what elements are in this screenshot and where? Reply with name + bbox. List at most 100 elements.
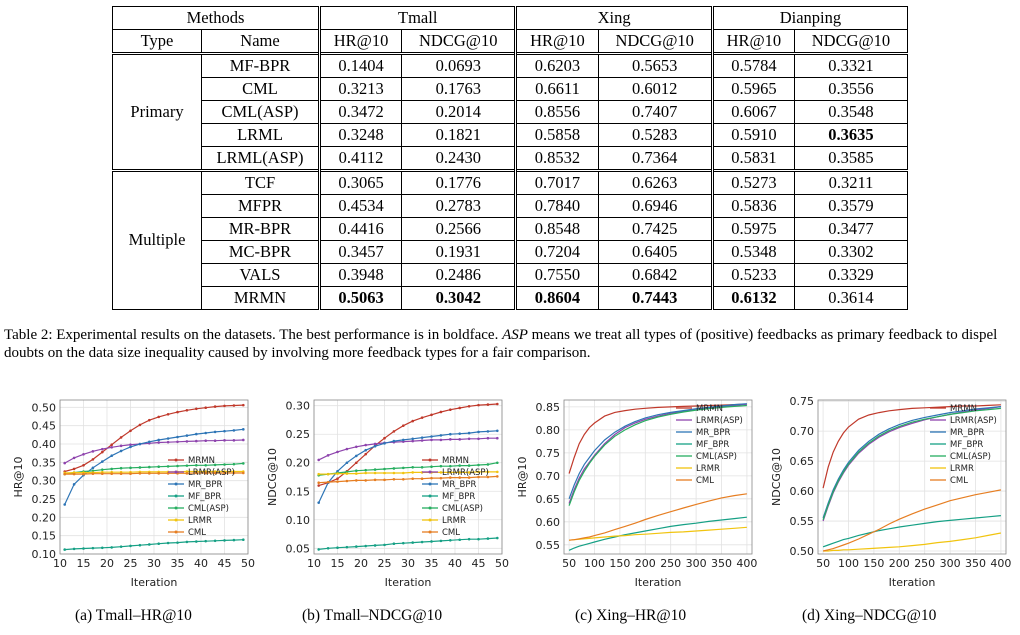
legend-label: LRMR(ASP) <box>188 468 235 478</box>
table-body: Primary MF-BPR 0.1404 0.0693 0.6203 0.5653 0.5… <box>112 52 909 310</box>
data-point <box>129 443 132 447</box>
data-point <box>82 463 85 467</box>
value-cell: 0.6012 <box>597 77 713 101</box>
series-line-mr-bpr <box>568 403 747 500</box>
data-point <box>82 472 85 476</box>
data-point <box>157 415 160 419</box>
data-point <box>213 405 217 408</box>
results-table: Methods Tmall Xing Dianping Type Name HR… <box>112 6 909 310</box>
data-point <box>317 481 320 485</box>
value-cell: 0.3248 <box>317 123 403 147</box>
data-point <box>204 431 207 435</box>
x-tick-label: 15 <box>77 557 91 570</box>
x-tick-label: 350 <box>965 557 986 570</box>
series-line-lrmr <box>823 532 1002 552</box>
table-row: CML 0.3213 0.1763 0.6611 0.6012 0.5965 0.3556 <box>113 77 909 101</box>
series-line-lrmr-asp- <box>64 439 244 464</box>
data-point <box>82 452 85 456</box>
value-cell: 0.3213 <box>317 77 403 101</box>
data-point <box>430 435 433 438</box>
data-point <box>166 440 170 444</box>
value-cell: 0.1821 <box>401 123 517 147</box>
data-point <box>355 545 358 548</box>
y-tick-label: 0.30 <box>32 475 57 488</box>
data-point <box>336 546 339 550</box>
data-point <box>430 438 433 442</box>
plot-frame <box>59 399 249 555</box>
data-point <box>223 471 226 475</box>
value-cell: 0.6611 <box>514 77 599 101</box>
header-dataset-dianping: Dianping <box>710 6 909 30</box>
data-point <box>223 429 226 433</box>
value-cell: 0.7840 <box>514 194 599 218</box>
data-point <box>411 466 414 469</box>
data-point <box>101 468 104 471</box>
data-point <box>458 464 461 467</box>
subcaption-b: (b) Tmall–NDCG@10 <box>302 607 443 624</box>
y-tick-label: 0.20 <box>286 457 311 470</box>
data-point <box>72 483 76 486</box>
data-point <box>392 430 396 433</box>
y-tick-label: 0.60 <box>536 516 561 529</box>
data-point <box>185 434 189 437</box>
y-tick-label: 0.25 <box>286 428 311 441</box>
x-tick-label: 250 <box>660 557 681 570</box>
value-cell: 0.3042 <box>401 286 517 310</box>
data-point <box>364 471 367 475</box>
data-point <box>223 404 226 408</box>
data-point <box>213 471 217 475</box>
value-cell: 0.5348 <box>710 240 795 264</box>
value-cell: 0.3321 <box>793 52 909 78</box>
series-line-mf-bpr <box>64 539 244 551</box>
y-tick-label: 0.05 <box>286 542 311 555</box>
table-header-row-2: Type Name HR@10 NDCG@10 HR@10 NDCG@10 HR… <box>112 29 909 54</box>
data-point <box>486 463 490 466</box>
series-line-cml-asp- <box>822 407 1001 520</box>
data-point <box>364 452 367 456</box>
x-tick-label: 400 <box>736 557 757 570</box>
header-dataset-xing: Xing <box>514 6 713 30</box>
method-name-cell: MC-BPR <box>201 240 320 264</box>
value-cell: 0.3472 <box>317 100 403 124</box>
data-point <box>420 436 424 439</box>
data-point <box>185 470 189 473</box>
y-tick-label: 0.35 <box>32 456 57 469</box>
data-point <box>486 475 490 479</box>
data-point <box>232 462 236 466</box>
data-point <box>72 472 76 476</box>
data-point <box>439 410 443 414</box>
data-point <box>185 408 189 412</box>
data-point <box>402 541 405 545</box>
subcaption-a: (a) Tmall–HR@10 <box>75 607 192 624</box>
value-cell: 0.5910 <box>710 123 795 147</box>
value-cell: 0.3329 <box>793 263 909 287</box>
data-point <box>204 406 207 409</box>
data-point <box>101 460 104 463</box>
x-tick-label: 45 <box>218 557 232 570</box>
data-point <box>486 430 490 433</box>
x-tick-label: 300 <box>686 557 707 570</box>
data-point <box>392 471 396 475</box>
series-line-mr-bpr <box>318 430 498 503</box>
value-cell: 0.3614 <box>793 286 909 310</box>
data-point <box>458 432 461 435</box>
caption-text-2: means we treat all types of (positive) f… <box>4 327 998 361</box>
data-point <box>420 477 424 481</box>
method-name-cell: TCF <box>201 169 320 195</box>
data-point <box>119 545 123 548</box>
value-cell: 0.6067 <box>710 100 795 124</box>
data-point <box>477 470 480 474</box>
data-point <box>336 477 339 481</box>
x-tick-label: 10 <box>307 557 321 570</box>
data-point <box>232 471 236 475</box>
y-axis-label: HR@10 <box>12 457 25 498</box>
data-point <box>148 418 151 422</box>
data-point <box>317 548 320 551</box>
x-tick-label: 200 <box>635 557 656 570</box>
data-point <box>242 538 245 541</box>
data-point <box>129 544 132 548</box>
value-cell: 0.3477 <box>793 217 909 241</box>
data-point <box>420 416 424 419</box>
chart-xing-hr: 50 100 150 200 250 300 350 400 0.55 0.60 0.65 0.70 0… <box>512 394 762 594</box>
value-cell: 0.5273 <box>710 169 795 195</box>
